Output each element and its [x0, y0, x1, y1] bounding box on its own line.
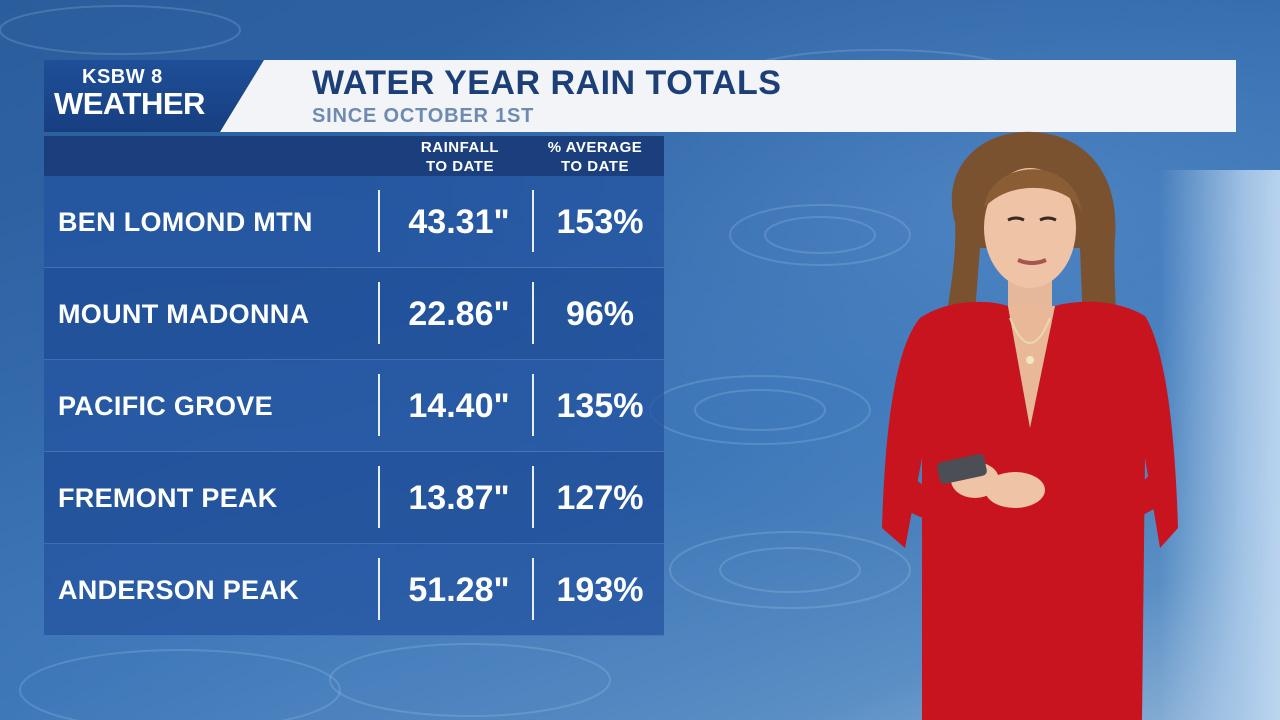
- background-light-panel: [1160, 170, 1280, 720]
- percent-value: 96%: [565, 295, 635, 333]
- percent-value: 127%: [556, 479, 644, 517]
- table-row: BEN LOMOND MTN 43.31" 153%: [44, 176, 664, 268]
- column-header-percent: % AVERAGE TO DATE: [547, 139, 643, 175]
- column-header-rainfall: RAINFALL TO DATE: [420, 139, 500, 175]
- location-name: PACIFIC GROVE: [58, 391, 273, 421]
- location-name: FREMONT PEAK: [58, 483, 278, 513]
- graphic-subtitle: SINCE OCTOBER 1ST: [312, 105, 535, 127]
- percent-value: 135%: [556, 387, 644, 425]
- logo-station-name: KSBW 8: [82, 66, 163, 88]
- column-divider: [378, 374, 380, 436]
- title-banner: WATER YEAR RAIN TOTALS SINCE OCTOBER 1ST: [220, 60, 1236, 132]
- table-header: RAINFALL TO DATE % AVERAGE TO DATE: [44, 136, 664, 176]
- column-divider: [532, 282, 534, 344]
- rainfall-value: 22.86": [408, 295, 510, 333]
- table-body: BEN LOMOND MTN 43.31" 153% MOUNT MADONNA…: [44, 176, 664, 636]
- column-divider: [378, 466, 380, 528]
- column-divider: [532, 466, 534, 528]
- table-row: MOUNT MADONNA 22.86" 96%: [44, 268, 664, 360]
- graphic-header: KSBW 8 WEATHER WATER YEAR RAIN TOTALS SI…: [44, 60, 1236, 132]
- weather-presenter: [882, 131, 1178, 720]
- column-divider: [378, 190, 380, 252]
- rainfall-value: 51.28": [408, 571, 510, 609]
- column-divider: [378, 282, 380, 344]
- table-row: FREMONT PEAK 13.87" 127%: [44, 452, 664, 544]
- logo-weather-text: WEATHER: [54, 86, 205, 121]
- percent-value: 153%: [556, 203, 644, 241]
- location-name: MOUNT MADONNA: [58, 299, 310, 329]
- table-row: PACIFIC GROVE 14.40" 135%: [44, 360, 664, 452]
- location-name: BEN LOMOND MTN: [58, 207, 313, 237]
- rainfall-value: 43.31": [408, 203, 510, 241]
- column-divider: [378, 558, 380, 620]
- graphic-title: WATER YEAR RAIN TOTALS: [312, 64, 782, 102]
- rain-totals-table: RAINFALL TO DATE % AVERAGE TO DATE BEN L…: [44, 136, 664, 636]
- column-divider: [532, 558, 534, 620]
- rainfall-value: 13.87": [408, 479, 510, 517]
- location-name: ANDERSON PEAK: [58, 575, 299, 605]
- rainfall-value: 14.40": [408, 387, 510, 425]
- column-divider: [532, 190, 534, 252]
- table-row: ANDERSON PEAK 51.28" 193%: [44, 544, 664, 636]
- column-divider: [532, 374, 534, 436]
- percent-value: 193%: [556, 571, 644, 609]
